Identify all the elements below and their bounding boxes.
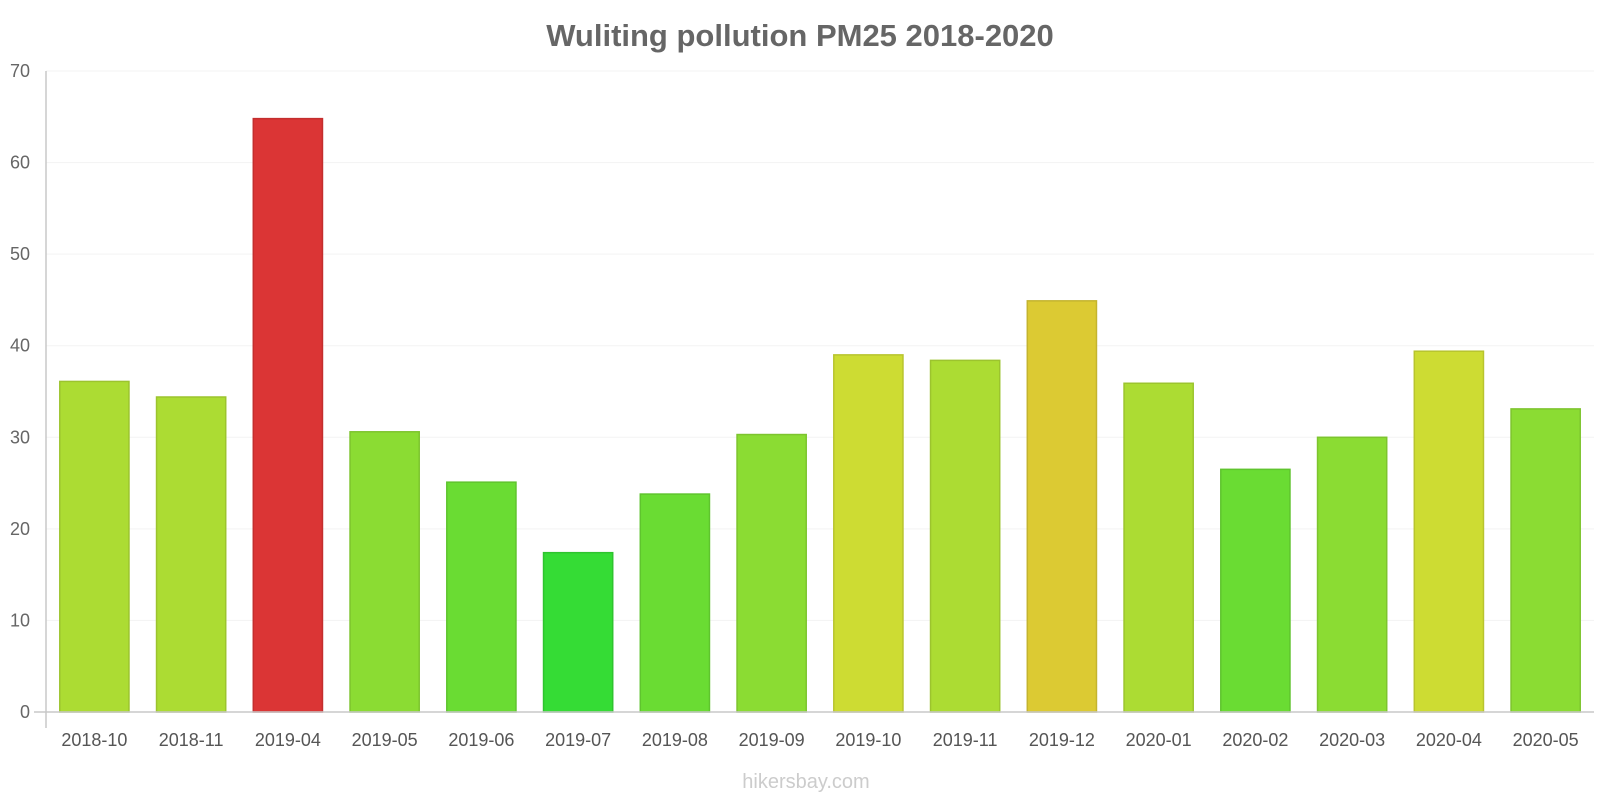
y-tick-label: 20	[10, 519, 30, 539]
y-tick-label: 30	[10, 427, 30, 447]
watermark: hikersbay.com	[742, 771, 869, 793]
bar-2019-10	[833, 354, 904, 713]
x-tick-label: 2020-02	[1222, 730, 1288, 750]
x-axis-tick-labels: 2018-10 2018-11 2019-04 2019-05 2019-06 2019-…	[61, 730, 1578, 750]
bar-2019-11	[929, 359, 1001, 713]
bar-2018-11	[155, 396, 227, 713]
bar-2020-02	[1220, 468, 1291, 713]
x-tick-label: 2019-06	[448, 730, 514, 750]
x-tick-label: 2020-01	[1126, 730, 1192, 750]
bar-2019-08	[639, 493, 711, 713]
x-tick-label: 2019-04	[255, 730, 321, 750]
x-tick-label: 2018-11	[159, 730, 224, 750]
bar-2018-10	[59, 380, 130, 713]
y-tick-label: 0	[20, 702, 30, 722]
bar-2020-05	[1510, 408, 1581, 713]
x-tick-label: 2019-08	[642, 730, 708, 750]
x-tick-label: 2020-04	[1416, 730, 1482, 750]
bar-2020-01	[1123, 382, 1194, 713]
y-tick-label: 60	[10, 153, 30, 173]
bar-2019-04	[252, 117, 324, 713]
bar-2020-03	[1316, 436, 1388, 713]
x-tick-label: 2020-05	[1513, 730, 1579, 750]
y-tick-label: 40	[10, 336, 30, 356]
y-tick-label: 70	[10, 61, 30, 81]
y-tick-label: 50	[10, 244, 30, 264]
y-axis-tick-labels: 0 10 20 30 40 50 60 70	[10, 61, 30, 722]
x-tick-label: 2019-07	[545, 730, 611, 750]
x-tick-label: 2019-05	[352, 730, 418, 750]
bars	[59, 117, 1581, 713]
bar-2019-07	[542, 551, 614, 713]
bar-2020-04	[1413, 350, 1485, 713]
x-tick-label: 2019-10	[835, 730, 901, 750]
x-tick-label: 2019-09	[739, 730, 805, 750]
bar-2019-06	[446, 481, 517, 713]
x-tick-label: 2019-11	[933, 730, 998, 750]
x-tick-label: 2020-03	[1319, 730, 1385, 750]
x-tick-label: 2019-12	[1029, 730, 1095, 750]
x-tick-label: 2018-10	[61, 730, 127, 750]
y-tick-label: 10	[10, 610, 30, 630]
axes	[34, 71, 1594, 728]
chart-title: Wuliting pollution PM25 2018-2020	[546, 18, 1054, 53]
bar-2019-12	[1026, 300, 1098, 713]
bar-2019-05	[349, 431, 420, 713]
bar-2019-09	[736, 433, 807, 713]
